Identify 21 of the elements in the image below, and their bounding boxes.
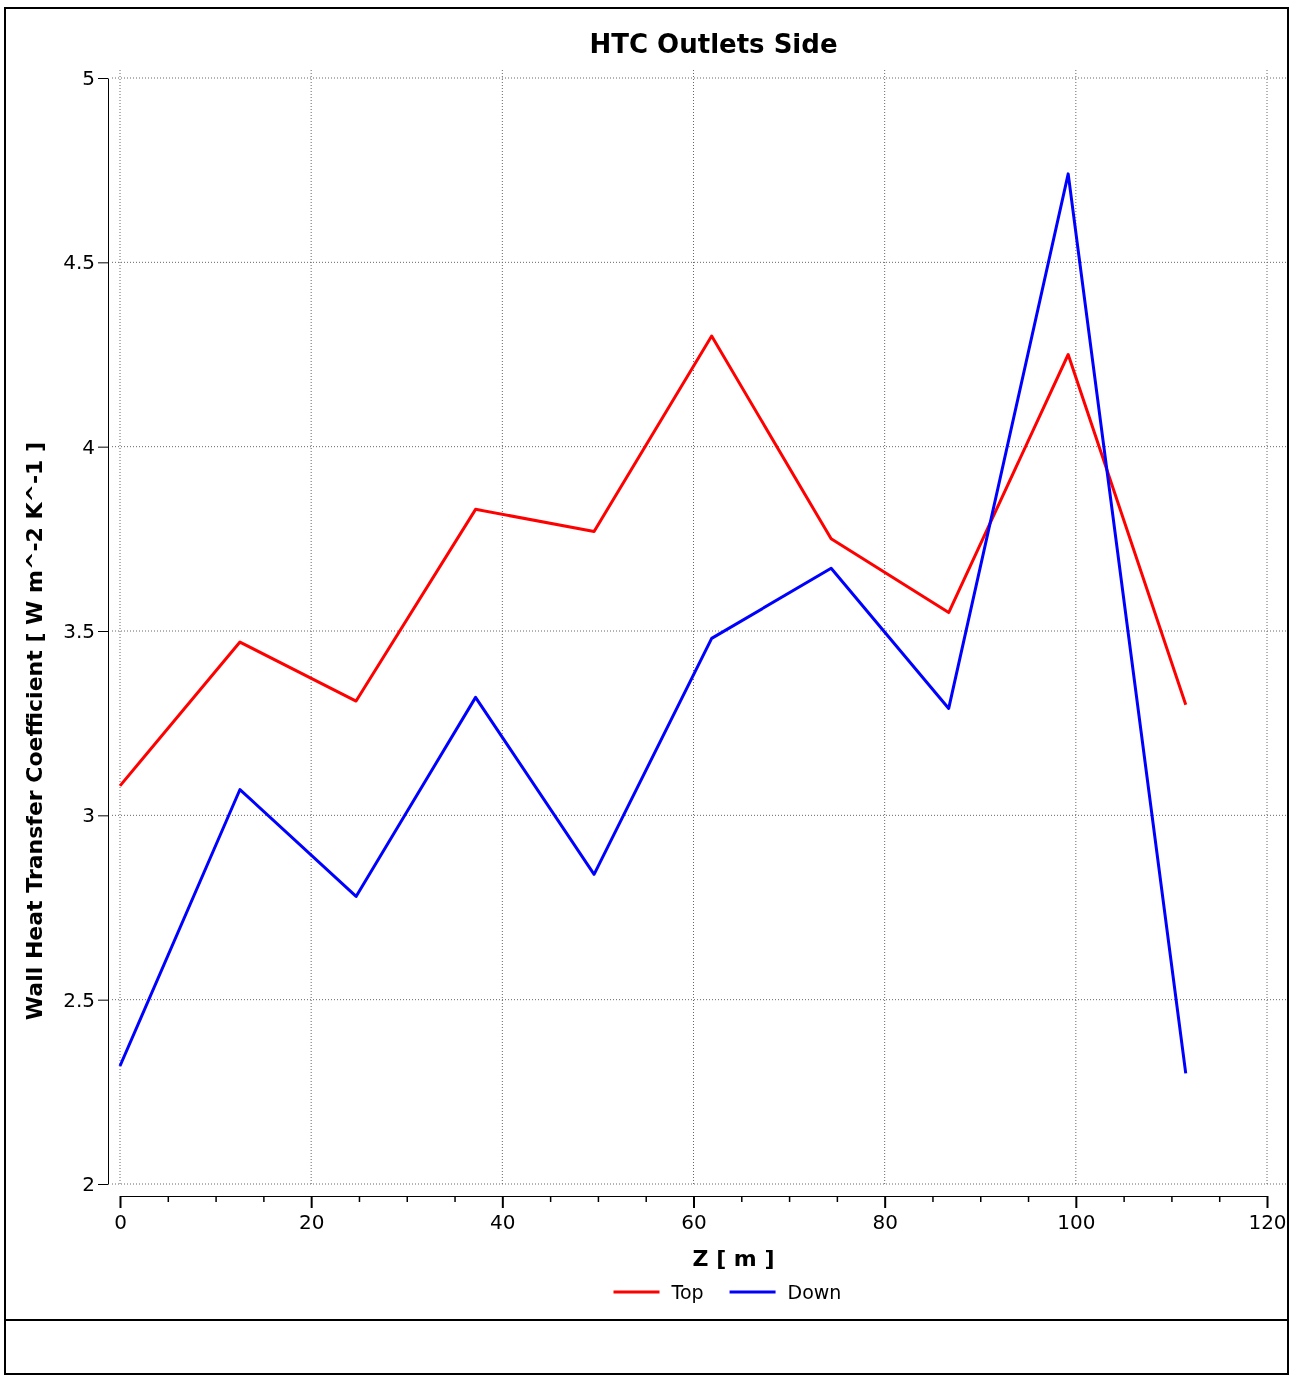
y-tick-label: 2.5: [63, 987, 95, 1012]
y-axis-title: Wall Heat Transfer Coefficient [ W m^-2 K^-1 ]: [22, 441, 47, 1021]
x-tick-label: 20: [298, 1210, 325, 1234]
y-tick-label: 3: [82, 803, 95, 828]
y-tick-label: 2: [82, 1171, 95, 1196]
x-tick-label: 120: [1248, 1210, 1287, 1234]
legend-label: Top: [670, 1281, 704, 1303]
x-tick-label: 60: [681, 1210, 707, 1234]
y-tick-label: 3.5: [63, 618, 95, 643]
x-tick-label: 80: [872, 1210, 898, 1234]
x-tick-label: 100: [1057, 1210, 1096, 1234]
legend-label: Down: [787, 1281, 842, 1303]
y-tick-label: 4.5: [63, 250, 95, 275]
line-series: [118, 334, 1188, 788]
x-axis-title: Z [ m ]: [692, 1246, 775, 1271]
x-tick-label: 40: [490, 1210, 516, 1234]
line-series: [118, 172, 1188, 1075]
y-tick-label: 5: [82, 65, 95, 90]
y-tick-label: 4: [82, 434, 95, 459]
chart-title: HTC Outlets Side: [589, 29, 838, 59]
x-tick-label: 0: [114, 1210, 127, 1234]
